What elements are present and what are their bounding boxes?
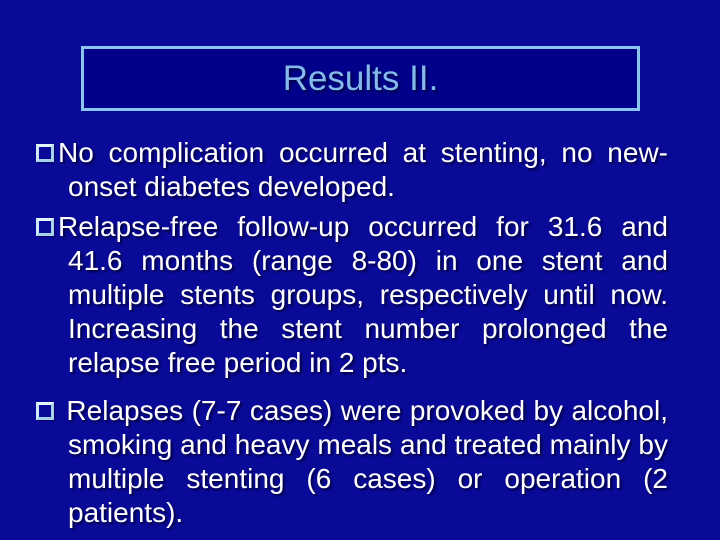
bullet-item: Relapse-free follow-up occurred for 31.6…: [36, 210, 668, 380]
bullet-text: No complication occurred at stenting, no…: [58, 137, 668, 202]
bullet-item: No complication occurred at stenting, no…: [36, 136, 668, 204]
bullet-text: Relapse-free follow-up occurred for 31.6…: [58, 211, 668, 378]
square-bullet-icon: [36, 402, 54, 420]
square-bullet-icon: [36, 218, 54, 236]
bullet-text: Relapses (7-7 cases) were provoked by al…: [58, 395, 668, 528]
square-bullet-icon: [36, 144, 54, 162]
slide-title: Results II.: [282, 59, 439, 98]
bullet-item: Relapses (7-7 cases) were provoked by al…: [36, 394, 668, 530]
title-box: Results II.: [81, 46, 640, 111]
slide-body: No complication occurred at stenting, no…: [36, 136, 668, 530]
